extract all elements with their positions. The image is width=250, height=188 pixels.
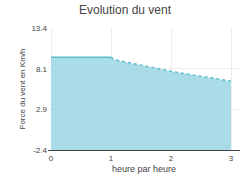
svg-text:1: 1 [109,154,114,163]
svg-text:8.1: 8.1 [36,65,48,74]
svg-text:heure par heure: heure par heure [112,164,176,174]
svg-text:3: 3 [229,154,234,163]
svg-text:2.9: 2.9 [36,105,48,114]
svg-text:Evolution du vent: Evolution du vent [79,3,172,17]
svg-text:Force du vent en Km/h: Force du vent en Km/h [18,49,27,130]
svg-text:13.4: 13.4 [31,24,47,33]
svg-text:-2.4: -2.4 [33,146,47,155]
svg-text:2: 2 [169,154,174,163]
svg-text:0: 0 [49,154,54,163]
